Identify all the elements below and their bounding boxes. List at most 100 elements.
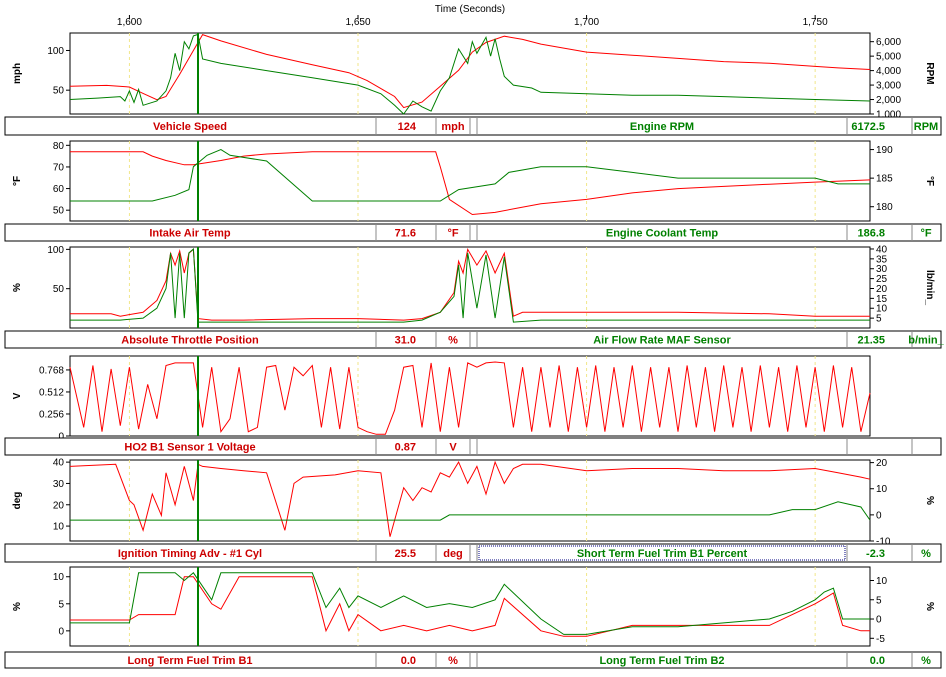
left-axis-unit: mph — [12, 63, 23, 84]
left-tick-label: 70 — [53, 162, 65, 173]
right-tick-label: 35 — [876, 254, 888, 265]
legend-cursor-value: 6172.5 — [851, 121, 885, 133]
legend-cursor-value: 71.6 — [395, 228, 416, 240]
legend-cursor-value: 0.0 — [870, 655, 885, 667]
right-tick-label: -5 — [876, 634, 885, 645]
legend-cursor-value: 124 — [398, 121, 417, 133]
left-axis-unit: V — [12, 392, 23, 399]
legend-unit: °F — [920, 228, 931, 240]
legend-series-name: HO2 B1 Sensor 1 Voltage — [124, 442, 255, 454]
right-tick-label: 40 — [876, 244, 888, 255]
left-tick-label: 100 — [47, 46, 64, 57]
series-line-ho2-b1-sensor-1-voltage — [69, 361, 871, 435]
right-tick-label: 20 — [876, 284, 888, 295]
series-line-air-flow-rate-maf-sensor — [70, 247, 870, 323]
left-axis-unit: °F — [12, 176, 23, 186]
right-tick-label: 15 — [876, 294, 888, 305]
legend-unit: deg — [443, 548, 463, 560]
legend-unit: % — [448, 655, 458, 667]
plot-area — [69, 566, 871, 647]
legend-series-name: Ignition Timing Adv - #1 Cyl — [118, 548, 262, 560]
right-axis-unit: °F — [924, 176, 935, 186]
left-tick-label: 10 — [53, 522, 65, 533]
legend-series-name: Short Term Fuel Trim B1 Percent — [577, 548, 748, 560]
left-tick-label: 80 — [53, 141, 65, 152]
plot-area — [69, 140, 871, 222]
legend-unit: % — [921, 548, 931, 560]
right-tick-label: 20 — [876, 458, 888, 469]
legend-cursor-value: 0.0 — [401, 655, 416, 667]
right-axis-unit: RPM — [924, 62, 935, 84]
legend-unit: mph — [441, 121, 465, 133]
right-tick-label: 10 — [876, 304, 888, 315]
left-tick-label: 0.512 — [39, 387, 64, 398]
left-tick-label: 100 — [47, 245, 64, 256]
legend-bar — [4, 223, 942, 242]
right-tick-label: 30 — [876, 264, 888, 275]
panel-1: 50 100 mph 1,000 2,000 3,000 4,000 5,000 6,000 RP… — [4, 32, 942, 136]
right-axis-unit: % — [924, 602, 935, 611]
left-tick-label: 0.768 — [39, 365, 64, 376]
legend-unit: b/min_ — [908, 335, 944, 347]
panel-5: 10 20 30 40 deg -10 0 10 20% Ignition Timing Adv … — [4, 458, 942, 563]
left-tick-label: 0 — [58, 626, 64, 637]
legend-unit: % — [448, 335, 458, 347]
right-tick-label: 10 — [876, 484, 888, 495]
left-tick-label: 10 — [53, 572, 65, 583]
right-tick-label: 25 — [876, 274, 888, 285]
series-line-short-term-fuel-trim-b1-percent — [70, 501, 871, 521]
right-tick-label: 6,000 — [876, 37, 901, 48]
legend-cursor-value: -2.3 — [866, 548, 885, 560]
legend-bar — [4, 116, 942, 136]
left-tick-label: 20 — [53, 500, 65, 511]
legend-unit: % — [921, 655, 931, 667]
legend-bar — [4, 330, 942, 349]
series-line-intake-air-temp — [70, 151, 871, 216]
plot-area — [69, 246, 871, 329]
panel-2: 50 60 70 80 °F 180 185 190 °F Intake Air Temp 71.6… — [4, 140, 942, 242]
legend-series-name: Engine RPM — [630, 121, 694, 133]
series-line-vehicle-speed — [69, 33, 871, 109]
right-tick-label: 190 — [876, 145, 893, 156]
left-tick-label: 30 — [53, 479, 65, 490]
plot-area — [69, 459, 871, 542]
x-tick-label: 1,700 — [574, 17, 599, 28]
right-tick-label: 10 — [876, 576, 888, 587]
left-tick-label: 0.256 — [39, 409, 64, 420]
right-tick-label: 185 — [876, 174, 893, 185]
left-tick-label: 40 — [53, 458, 65, 469]
legend-series-name: Long Term Fuel Trim B2 — [599, 655, 724, 667]
series-line-long-term-fuel-trim-b1 — [70, 576, 870, 637]
legend-cursor-value: 25.5 — [395, 548, 416, 560]
left-tick-label: 50 — [53, 206, 65, 217]
legend-unit: RPM — [914, 121, 938, 133]
series-line-engine-rpm — [69, 33, 871, 115]
legend-cursor-value: 31.0 — [395, 335, 416, 347]
right-tick-label: 0 — [876, 615, 882, 626]
legend-cursor-value: 21.35 — [857, 335, 885, 347]
legend-bar — [4, 543, 942, 563]
legend-cursor-value: 0.87 — [395, 442, 416, 454]
left-axis-unit: % — [12, 283, 23, 292]
right-tick-label: 5 — [876, 595, 882, 606]
right-axis-unit: % — [924, 496, 935, 505]
left-axis-unit: deg — [12, 492, 23, 510]
legend-series-name: Engine Coolant Temp — [606, 228, 719, 240]
legend-series-name: Intake Air Temp — [149, 228, 231, 240]
right-axis-unit: lb/min_ — [924, 270, 935, 305]
legend-series-name: Vehicle Speed — [153, 121, 227, 133]
legend-unit: V — [449, 442, 457, 454]
x-tick-label: 1,600 — [117, 17, 142, 28]
right-tick-label: 180 — [876, 202, 893, 213]
panel-4: 0 0.256 0.512 0.768 V HO2 B1 Sensor 1 Voltage… — [4, 355, 942, 456]
x-tick-label: 1,750 — [803, 17, 828, 28]
left-tick-label: 50 — [53, 86, 65, 97]
legend-series-name: Air Flow Rate MAF Sensor — [593, 335, 731, 347]
right-tick-label: 0 — [876, 510, 882, 521]
legend-unit: °F — [447, 228, 458, 240]
x-tick-label: 1,650 — [345, 17, 370, 28]
left-tick-label: 5 — [58, 599, 64, 610]
legend-bar — [4, 651, 942, 669]
